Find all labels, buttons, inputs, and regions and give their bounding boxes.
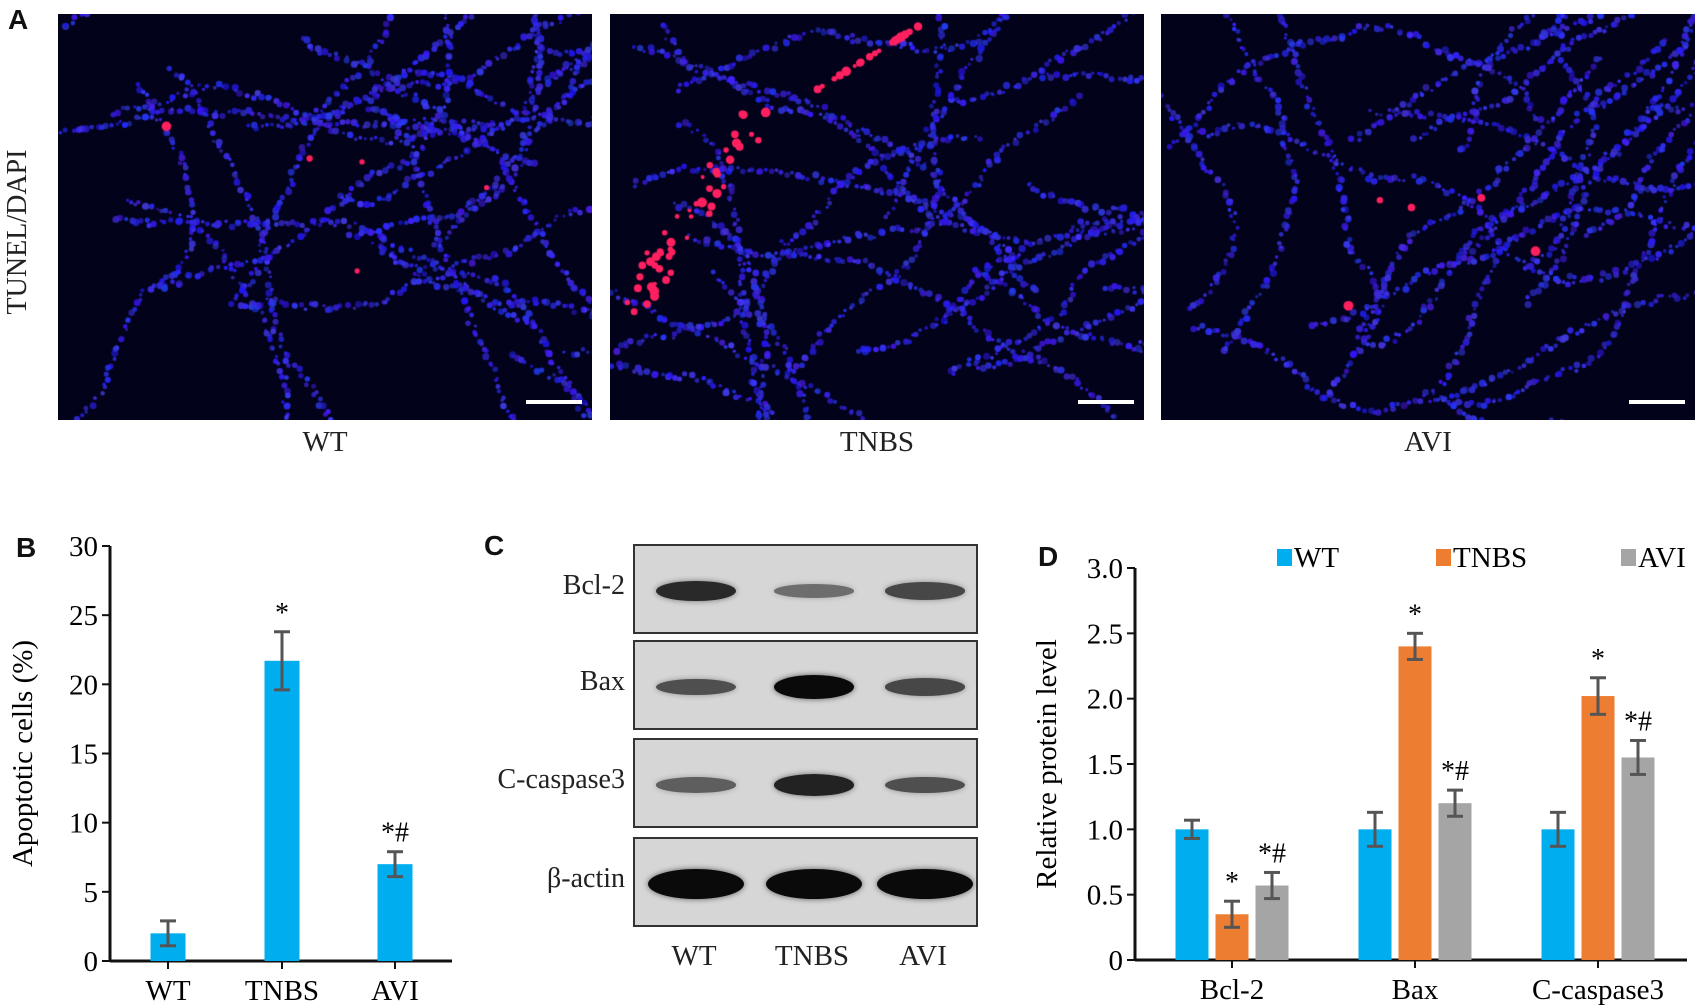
significance-label: *	[1225, 867, 1239, 898]
y-axis-title: Apoptotic cells (%)	[7, 640, 39, 867]
y-tick-label: 30	[69, 531, 98, 563]
y-tick-label: 2.5	[1087, 618, 1123, 650]
blot-row-bcl-2	[633, 544, 978, 634]
x-tick-label: C-caspase3	[1532, 974, 1664, 1006]
y-tick-label: 3.0	[1087, 553, 1123, 585]
legend-label: WT	[1294, 542, 1339, 574]
blot-row-label: C-caspase3	[497, 764, 625, 795]
y-tick-label: 0.5	[1087, 880, 1123, 912]
micrograph-wt	[58, 14, 592, 420]
y-tick-label: 0	[1109, 945, 1124, 977]
significance-label: *#	[1258, 838, 1286, 869]
blot-band	[774, 675, 854, 699]
x-tick-label: TNBS	[245, 975, 319, 1006]
blot-band	[885, 678, 965, 696]
blot-band	[766, 869, 862, 899]
panel-label-d: D	[1038, 541, 1059, 572]
x-tick-label: Bcl-2	[1200, 974, 1264, 1006]
significance-label: *	[1591, 644, 1605, 675]
legend-swatch	[1436, 549, 1451, 566]
y-tick-label: 20	[69, 669, 98, 701]
blot-row-bax	[633, 640, 978, 730]
blot-lane-label: AVI	[899, 940, 947, 972]
blot-band	[885, 582, 965, 600]
micrograph-caption: AVI	[1404, 426, 1452, 458]
significance-label: *#	[1441, 756, 1469, 787]
significance-label: *#	[1624, 706, 1652, 737]
bar	[1358, 829, 1392, 960]
significance-label: *	[1408, 599, 1422, 630]
bar	[1398, 646, 1432, 960]
significance-label: *#	[381, 818, 409, 849]
panel-label-a: A	[8, 4, 29, 35]
blot-band	[774, 584, 854, 598]
blot-row-label: β-actin	[547, 863, 625, 894]
blot-band	[648, 869, 744, 899]
x-tick-label: WT	[145, 975, 190, 1006]
panel-label-b: B	[16, 532, 37, 563]
blot-lane-label: TNBS	[774, 940, 850, 972]
scale-bar	[1078, 400, 1134, 404]
bar	[1175, 829, 1209, 960]
bar	[1438, 803, 1472, 960]
blot-band	[885, 776, 965, 794]
blot-band	[656, 777, 736, 793]
y-tick-label: 0	[84, 946, 99, 978]
bar	[264, 660, 300, 961]
bar	[1621, 757, 1655, 960]
micrograph-tnbs	[610, 14, 1144, 420]
y-tick-label: 5	[84, 877, 99, 909]
blot-band	[656, 678, 736, 696]
blot-row-c-caspase3	[633, 738, 978, 828]
significance-label: *	[275, 598, 289, 629]
legend-label: AVI	[1638, 542, 1686, 574]
legend-swatch	[1277, 549, 1292, 566]
y-axis-title: Relative protein level	[1031, 639, 1063, 889]
blot-band	[877, 869, 973, 899]
blot-row--actin	[633, 837, 978, 927]
blot-row-label: Bcl-2	[562, 570, 625, 601]
micrograph-avi	[1161, 14, 1695, 420]
scale-bar	[1629, 400, 1685, 404]
y-tick-label: 15	[69, 739, 98, 771]
bar	[377, 864, 413, 961]
blot-lane-label: WT	[671, 940, 717, 972]
x-tick-label: AVI	[371, 975, 419, 1006]
scale-bar	[526, 400, 582, 404]
bar	[1581, 696, 1615, 960]
x-tick-label: Bax	[1392, 974, 1439, 1006]
blot-band	[656, 580, 736, 602]
y-tick-label: 2.0	[1087, 684, 1123, 716]
y-tick-label: 10	[69, 808, 98, 840]
bar	[1541, 829, 1575, 960]
blot-row-label: Bax	[579, 666, 625, 697]
y-tick-label: 25	[69, 600, 98, 632]
y-tick-label: 1.0	[1087, 814, 1123, 846]
legend-label: TNBS	[1453, 542, 1527, 574]
panel-label-c: C	[484, 530, 505, 561]
legend-swatch	[1621, 549, 1636, 566]
blot-band	[774, 774, 854, 796]
y-tick-label: 1.5	[1087, 749, 1123, 781]
micrograph-caption: WT	[302, 426, 348, 458]
micrograph-caption: TNBS	[839, 426, 915, 458]
